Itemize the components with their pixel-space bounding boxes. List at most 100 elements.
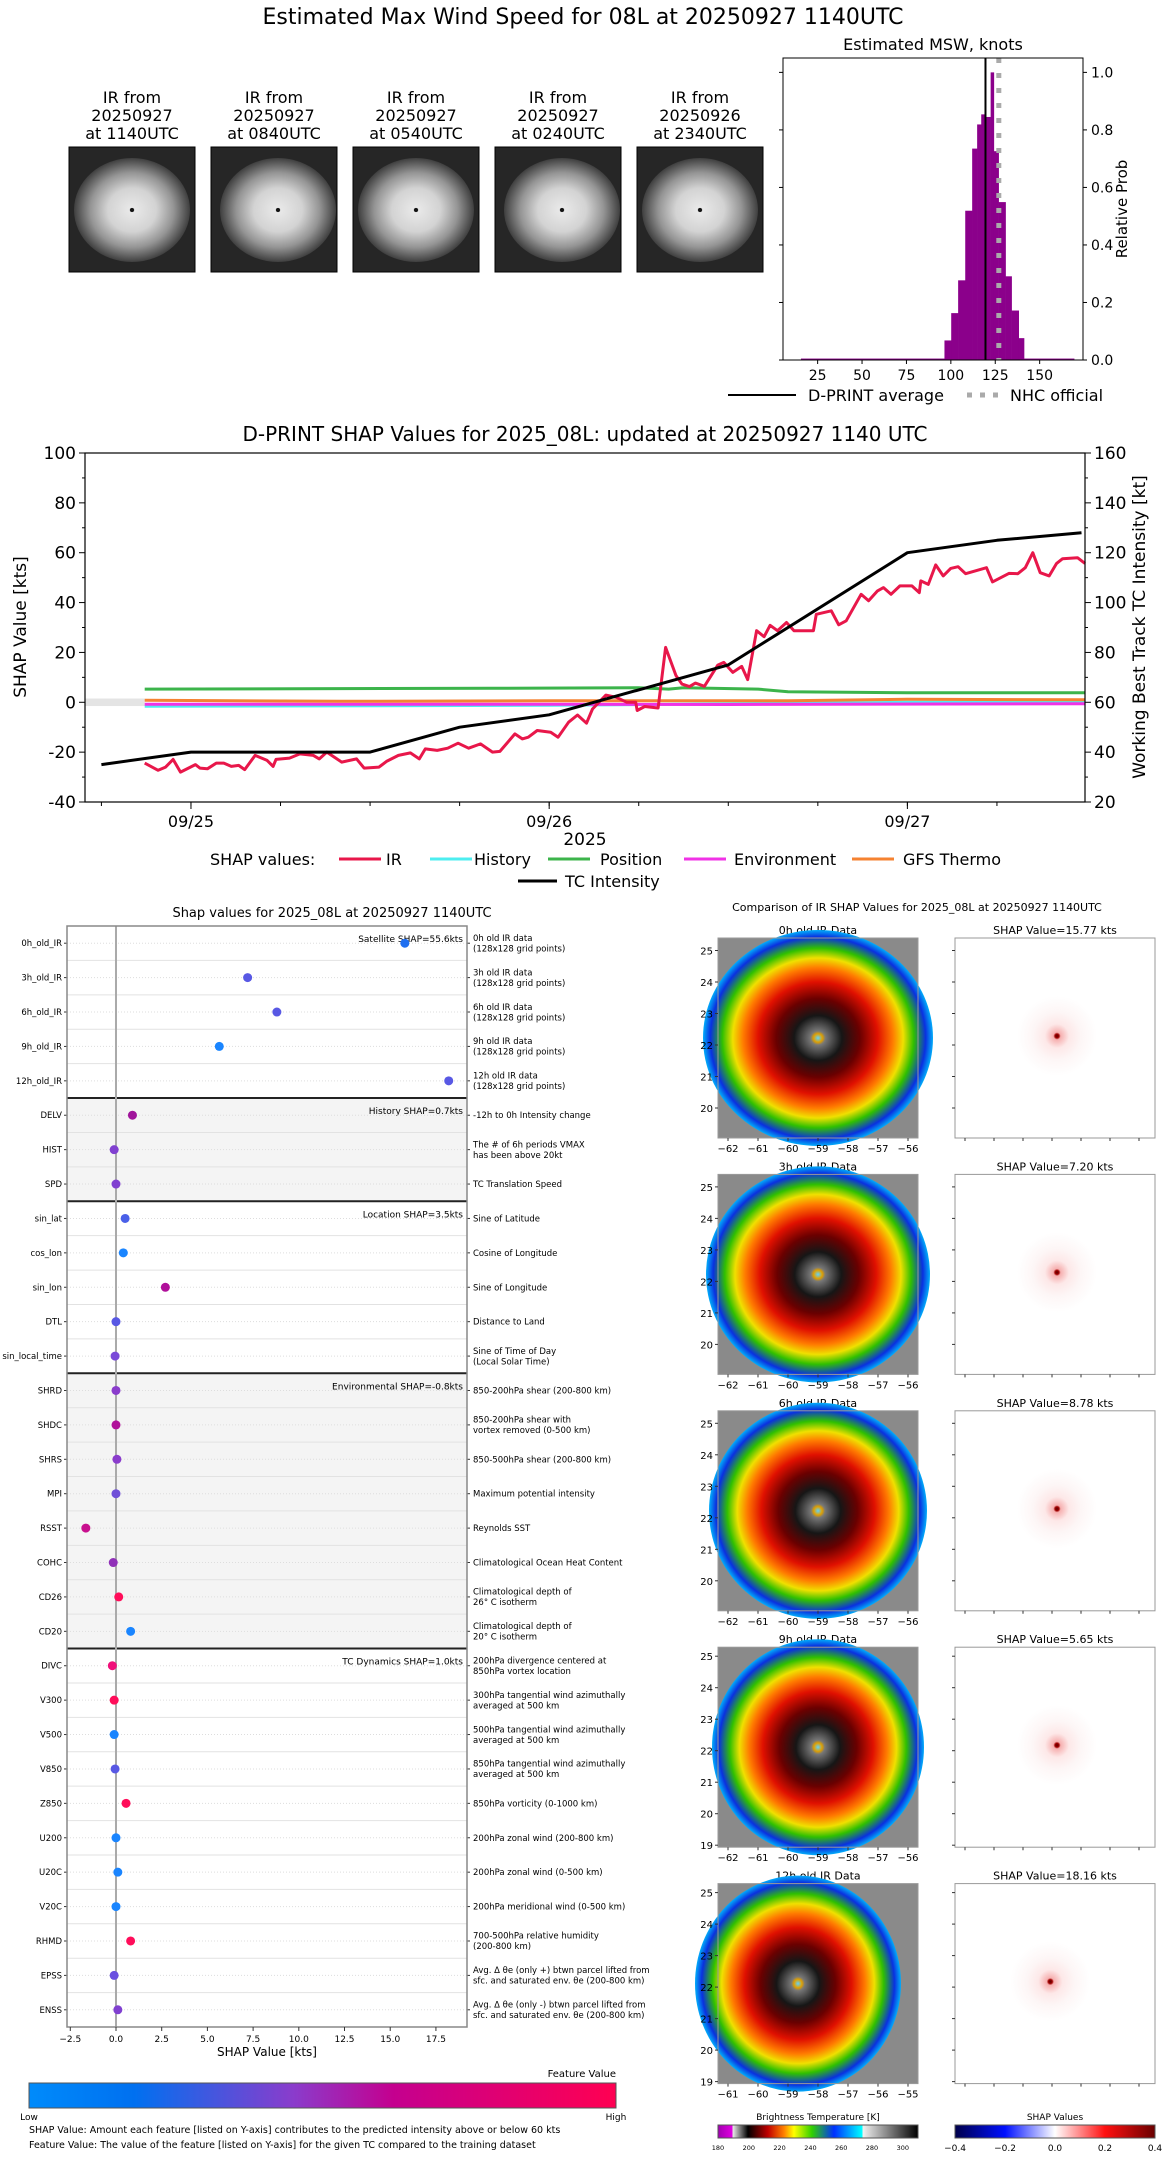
bt-tick-label: 180 [712,2144,724,2152]
shap-frame [954,1646,1156,1848]
series-line-gfs-thermo [144,697,1086,703]
x-tick-label: 10.0 [289,2035,309,2045]
shap-hotspot [1017,996,1097,1076]
msw-histogram: Estimated MSW, knots 25 50 75 100 125 150 0.0 0.… [728,35,1131,405]
shap-frame [954,1173,1156,1375]
timeseries-xlabel: 2025 [563,830,606,850]
feature-description: (Local Solar Time) [473,1357,550,1367]
feature-name: EPSS [41,1971,62,1981]
histogram-bar [951,313,959,360]
y-tick-label: 24 [700,1684,713,1695]
feature-description: (128x128 grid points) [473,1048,565,1058]
feature-description: Maximum potential intensity [473,1490,595,1500]
x-tick-label: −55 [897,2090,918,2101]
feature-shap-dot [111,1833,121,1843]
feature-shap-dot [114,1592,124,1602]
feature-shap-dot [126,1936,136,1946]
feature-name: cos_lon [30,1249,62,1259]
thumbnail-title-line: at 0540UTC [369,124,463,143]
y-tick-label: 25 [700,1419,713,1430]
thumbnail-title-line: at 1140UTC [85,124,179,143]
histogram-bar [972,148,978,360]
storm-eye [276,208,280,212]
histogram-bar [800,358,945,360]
thumbnail-title-line: 20250926 [659,106,740,125]
ir-storm [706,1166,930,1383]
feature-shap-dot [243,973,253,983]
x-tick-label: 15.0 [380,2035,400,2045]
feature-name: 12h_old_IR [16,1077,62,1087]
legend-nhc-label: NHC official [1010,386,1103,405]
y-tick-label: 21 [700,1309,713,1320]
thumbnail-title-line: IR from [529,88,587,107]
ir-storm [709,1402,927,1619]
feature-description: 6h old IR data [473,1003,532,1013]
feature-name: V500 [40,1731,62,1741]
feature-description: 200hPa meridional wind (0-500 km) [473,1903,625,1913]
histogram-bar [958,280,966,360]
shap-colorbar-tick-label: 0.4 [1148,2144,1163,2154]
feature-name: CD26 [39,1593,62,1603]
feature-shap-dot [111,1489,121,1499]
feature-shap-dot [400,938,410,948]
feature-shap-dot [126,1626,136,1636]
histogram-bar [1024,358,1075,360]
group-summary-label: Satellite SHAP=55.6kts [358,935,463,945]
feature-description: 850-200hPa shear (200-800 km) [473,1386,611,1396]
feature-name: SHDC [38,1421,62,1431]
feature-description: 300hPa tangential wind azimuthally [473,1691,625,1701]
x-tick-label: −60 [777,1380,798,1391]
y-tick-label: 21 [700,1073,713,1084]
shap-panel-title: SHAP Value=15.77 kts [993,924,1117,937]
y-tick-label: 22 [700,1983,713,1994]
storm-eye [414,208,418,212]
feature-shap-dot [111,1902,121,1912]
timeseries-y2label: Working Best Track TC Intensity [kt] [1130,475,1150,779]
ir-storm [695,1875,901,2092]
thumbnail-title-line: 20250927 [517,106,598,125]
feature-name: U200 [40,1834,62,1844]
feature-description: (128x128 grid points) [473,944,565,954]
thumbnail-frame [352,146,480,273]
feature-description: 850hPa tangential wind azimuthally [473,1760,625,1770]
y-tick-label: -20 [48,743,76,763]
x-tick-label: −57 [837,2090,858,2101]
x-tick-label: −2.5 [59,2035,81,2045]
feature-description: Climatological depth of [473,1588,573,1598]
feature-value-colorbar [28,2082,617,2109]
feature-description: TC Translation Speed [472,1180,562,1190]
histogram-bar [990,72,995,360]
feature-description: 200hPa zonal wind (200-800 km) [473,1834,613,1844]
feature-description: Avg. Δ θe (only +) btwn parcel lifted fr… [473,1966,650,1976]
histogram-bar [1011,310,1020,360]
footnote-shap: SHAP Value: Amount each feature [listed … [29,2125,560,2136]
x-tick-label: −59 [777,2090,798,2101]
feature-description: Avg. Δ θe (only -) btwn parcel lifted fr… [473,2001,646,2011]
feature-description: averaged at 500 km [473,1736,559,1746]
y-tick-label: 40 [54,594,76,614]
dotplot-axes [66,925,468,2028]
feature-description: sfc. and saturated env. θe (200-800 km) [473,2011,645,2021]
y-tick-label: 22 [700,1041,713,1052]
x-tick-label: −57 [867,1144,888,1155]
y2-tick-label: 140 [1094,494,1126,514]
thumbnail-title-line: at 0240UTC [511,124,605,143]
histogram-bar [981,114,987,360]
x-tick-label: −59 [807,1144,828,1155]
y-tick-label: 0.8 [1091,123,1113,139]
y-tick-label: 25 [700,1183,713,1194]
x-tick-label: −61 [747,1144,768,1155]
histogram-bar [998,202,1006,360]
feature-description: 3h old IR data [473,968,532,978]
feature-shap-dot [113,2005,123,2015]
x-tick-label: 09/26 [526,812,572,831]
feature-shap-dot [113,1867,123,1877]
shap-frame [954,937,1156,1139]
feature-shap-dot [110,1351,120,1361]
legend-label: Environment [734,850,836,869]
x-tick-label: 5.0 [200,2035,215,2045]
shap-hotspot [1010,1941,1091,2022]
feature-description: 850hPa vorticity (0-1000 km) [473,1799,597,1809]
feature-name: 6h_old_IR [21,1008,62,1018]
